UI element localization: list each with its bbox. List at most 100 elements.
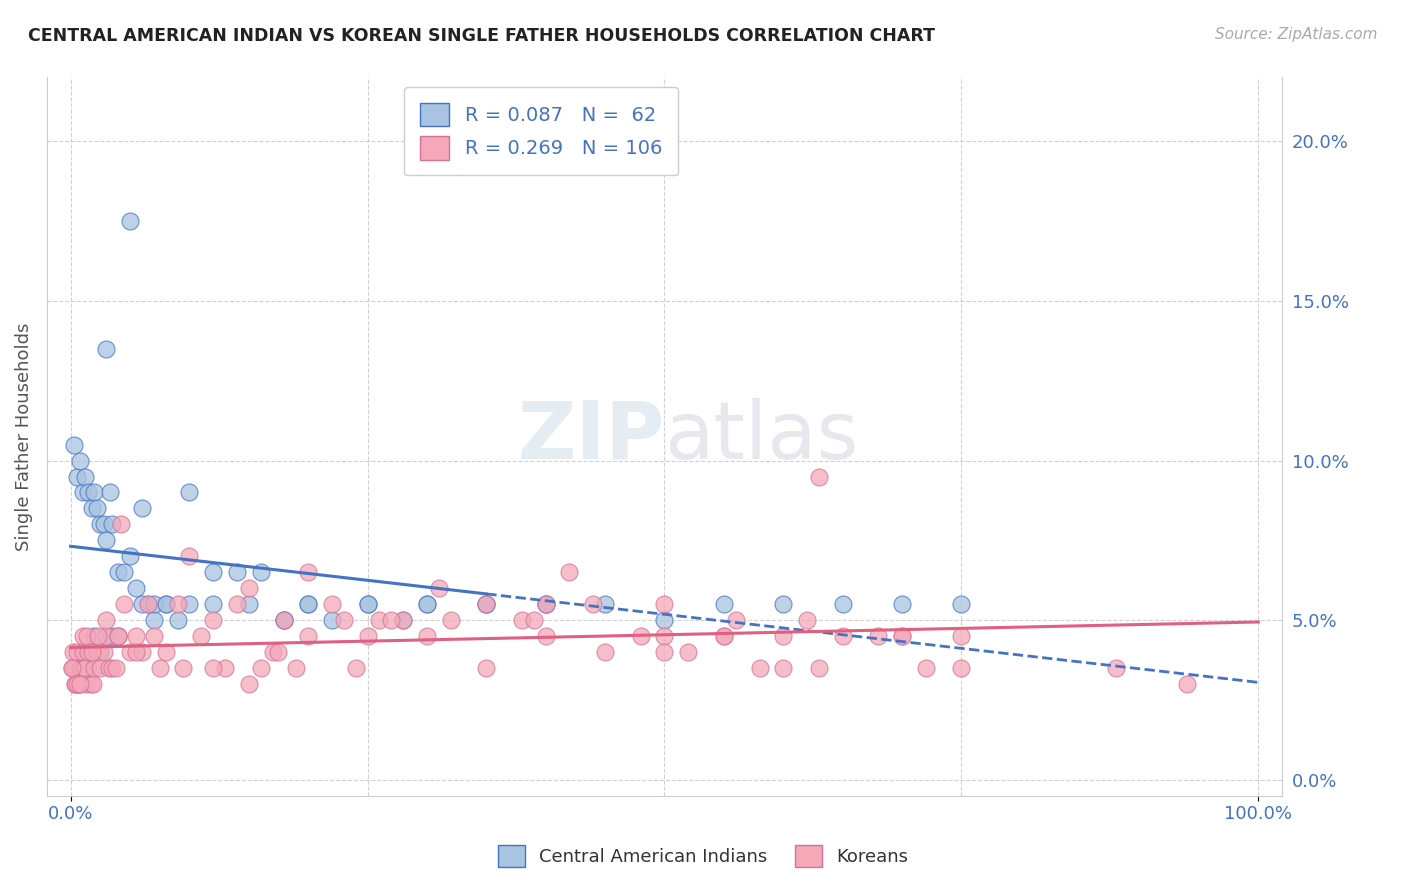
Point: [80, 501, 103, 516]
Point: [83, 661, 105, 675]
Point: [96, 613, 118, 627]
Point: [273, 613, 295, 627]
Point: [62, 645, 84, 659]
Point: [112, 566, 135, 580]
Point: [416, 597, 439, 611]
Point: [104, 661, 127, 675]
Point: [475, 661, 498, 675]
Point: [73, 469, 96, 483]
Point: [534, 597, 557, 611]
Point: [796, 613, 818, 627]
Point: [807, 469, 830, 483]
Point: [654, 613, 676, 627]
Point: [76, 629, 98, 643]
Text: ZIP: ZIP: [517, 398, 665, 475]
Point: [107, 629, 129, 643]
Point: [107, 566, 129, 580]
Point: [285, 661, 308, 675]
Point: [73, 661, 96, 675]
Legend: R = 0.087   N =  62, R = 0.269   N = 106: R = 0.087 N = 62, R = 0.269 N = 106: [405, 87, 678, 176]
Point: [69, 661, 91, 675]
Point: [356, 629, 378, 643]
Point: [136, 597, 159, 611]
Point: [868, 629, 890, 643]
Point: [713, 629, 735, 643]
Point: [62, 661, 84, 675]
Point: [713, 597, 735, 611]
Text: Source: ZipAtlas.com: Source: ZipAtlas.com: [1215, 27, 1378, 42]
Point: [831, 597, 853, 611]
Point: [333, 613, 356, 627]
Point: [63, 661, 86, 675]
Point: [427, 581, 450, 595]
Point: [1175, 677, 1198, 691]
Point: [131, 501, 153, 516]
Point: [558, 566, 581, 580]
Point: [772, 661, 794, 675]
Point: [142, 629, 165, 643]
Point: [214, 661, 236, 675]
Point: [380, 613, 402, 627]
Point: [155, 597, 177, 611]
Point: [155, 597, 177, 611]
Point: [136, 597, 159, 611]
Point: [582, 597, 605, 611]
Y-axis label: Single Father Households: Single Father Households: [15, 322, 32, 550]
Point: [267, 645, 290, 659]
Point: [96, 533, 118, 548]
Point: [724, 613, 747, 627]
Point: [89, 661, 111, 675]
Point: [179, 485, 201, 500]
Point: [67, 677, 90, 691]
Point: [534, 597, 557, 611]
Point: [297, 597, 319, 611]
Point: [523, 613, 546, 627]
Point: [96, 629, 118, 643]
Point: [72, 629, 94, 643]
Point: [80, 645, 103, 659]
Point: [630, 629, 652, 643]
Point: [356, 597, 378, 611]
Point: [950, 629, 973, 643]
Point: [149, 661, 172, 675]
Point: [93, 517, 115, 532]
Point: [66, 677, 89, 691]
Point: [356, 597, 378, 611]
Point: [118, 645, 141, 659]
Point: [89, 645, 111, 659]
Point: [65, 677, 87, 691]
Point: [131, 645, 153, 659]
Point: [142, 613, 165, 627]
Point: [510, 613, 533, 627]
Point: [86, 501, 108, 516]
Point: [678, 645, 700, 659]
Point: [98, 485, 121, 500]
Point: [93, 645, 115, 659]
Point: [118, 214, 141, 228]
Point: [950, 661, 973, 675]
Point: [70, 661, 93, 675]
Point: [262, 645, 284, 659]
Point: [440, 613, 463, 627]
Point: [202, 597, 225, 611]
Point: [593, 597, 616, 611]
Point: [831, 629, 853, 643]
Point: [73, 661, 96, 675]
Point: [392, 613, 415, 627]
Point: [118, 549, 141, 564]
Point: [475, 597, 498, 611]
Point: [297, 629, 319, 643]
Point: [297, 566, 319, 580]
Point: [112, 597, 135, 611]
Point: [63, 437, 86, 451]
Point: [748, 661, 770, 675]
Text: CENTRAL AMERICAN INDIAN VS KOREAN SINGLE FATHER HOUSEHOLDS CORRELATION CHART: CENTRAL AMERICAN INDIAN VS KOREAN SINGLE…: [28, 27, 935, 45]
Point: [534, 597, 557, 611]
Point: [87, 629, 110, 643]
Point: [772, 629, 794, 643]
Point: [297, 597, 319, 611]
Point: [107, 629, 129, 643]
Point: [249, 661, 271, 675]
Point: [891, 597, 914, 611]
Point: [69, 453, 91, 467]
